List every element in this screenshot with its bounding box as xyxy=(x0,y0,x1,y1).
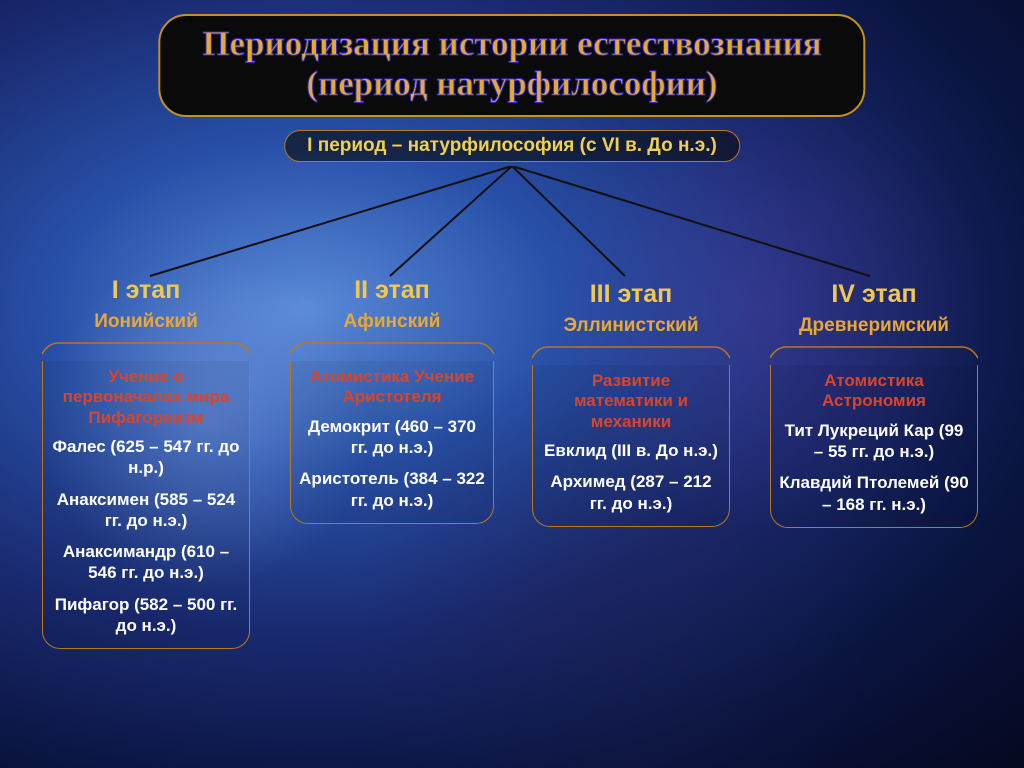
stage-person: Демокрит (460 – 370 гг. до н.э.) xyxy=(299,416,485,459)
title-line-1: Периодизация истории естествознания xyxy=(202,24,821,64)
stage-topic: Атомистика Учение Аристотеля xyxy=(299,367,485,408)
stage-person: Пифагор (582 – 500 гг. до н.э.) xyxy=(51,594,241,637)
stage-person: Фалес (625 – 547 гг. до н.р.) xyxy=(51,436,241,479)
stage-name: Древнеримский xyxy=(760,313,988,339)
stage-body: Развитие математики и механики Евклид (II… xyxy=(532,365,730,527)
stage-number: III этап xyxy=(522,280,740,309)
stage-person: Аристотель (384 – 322 гг. до н.э.) xyxy=(299,468,485,511)
stage-number: II этап xyxy=(280,276,504,305)
stage-divider xyxy=(532,345,730,359)
stage-2: II этап Афинский Атомистика Учение Аристот… xyxy=(280,276,504,524)
stage-person: Клавдий Птолемей (90 – 168 гг. н.э.) xyxy=(779,472,969,515)
stage-divider xyxy=(290,341,494,355)
connector-lines xyxy=(0,166,1024,286)
stage-person: Тит Лукреций Кар (99 – 55 гг. до н.э.) xyxy=(779,420,969,463)
subtitle-container: I период – натурфилософия (с VI в. До н.… xyxy=(284,130,740,162)
stage-3: III этап Эллинистский Развитие математики … xyxy=(522,280,740,527)
subtitle-text: I период – натурфилософия (с VI в. До н.… xyxy=(307,135,717,157)
stage-name: Афинский xyxy=(280,309,504,335)
stage-body: Атомистика Учение Аристотеля Демокрит (46… xyxy=(290,361,494,524)
title-container: Периодизация истории естествознания (пер… xyxy=(158,14,865,117)
stage-1: I этап Ионийский Учение о первоначалах мир… xyxy=(32,276,260,649)
title-line-2: (период натурфилософии) xyxy=(202,64,821,104)
stage-topic: Учение о первоначалах мира Пифагореизм xyxy=(51,367,241,428)
stage-name: Ионийский xyxy=(32,309,260,335)
stage-number: I этап xyxy=(32,276,260,305)
stage-number: IV этап xyxy=(760,280,988,309)
stage-topic: Развитие математики и механики xyxy=(541,371,721,432)
stage-body: Атомистика Астрономия Тит Лукреций Кар (9… xyxy=(770,365,978,528)
stage-4: IV этап Древнеримский Атомистика Астрономи… xyxy=(760,280,988,528)
stage-person: Анаксимандр (610 – 546 гг. до н.э.) xyxy=(51,541,241,584)
stage-divider xyxy=(770,345,978,359)
stage-person: Евклид (III в. До н.э.) xyxy=(541,440,721,461)
stage-body: Учение о первоначалах мира Пифагореизм Фа… xyxy=(42,361,250,649)
stage-name: Эллинистский xyxy=(522,313,740,339)
stage-topic: Атомистика Астрономия xyxy=(779,371,969,412)
stage-person: Анаксимен (585 – 524 гг. до н.э.) xyxy=(51,489,241,532)
stage-divider xyxy=(42,341,250,355)
stage-person: Архимед (287 – 212 гг. до н.э.) xyxy=(541,471,721,514)
